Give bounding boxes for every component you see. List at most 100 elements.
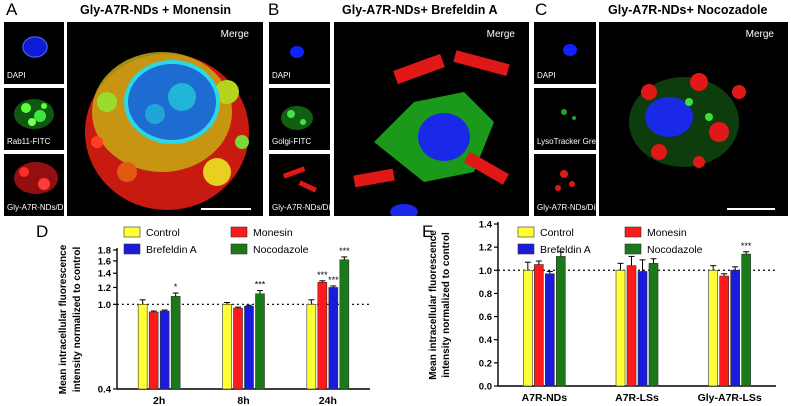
dapi-tile-c: DAPI xyxy=(534,22,596,84)
bar xyxy=(339,259,350,390)
dapi-nucleus-b xyxy=(290,46,304,58)
y-tick-label: 0.4 xyxy=(479,335,493,346)
tile-label-dapi-a: DAPI xyxy=(7,71,26,80)
significance-marker: *** xyxy=(328,275,339,285)
tile-label-did-a: Gly-A7R-NDs/DiD xyxy=(7,203,64,212)
golgi-tile-b: Golgi-FITC xyxy=(269,88,330,150)
bar xyxy=(708,269,718,387)
bar xyxy=(626,265,637,387)
legend-label: Control xyxy=(146,227,180,239)
panel-title-a: Gly-A7R-NDs + Monensin xyxy=(80,3,232,17)
tile-label-golgi-b: Golgi-FITC xyxy=(272,137,312,146)
dapi-nucleus-c xyxy=(563,44,577,56)
x-tick-label: A7R-LSs xyxy=(615,392,659,404)
bar xyxy=(730,269,740,387)
bar xyxy=(306,304,317,390)
legend-label: Monesin xyxy=(253,227,293,239)
tile-label-rab11-a: Rab11-FITC xyxy=(7,137,51,146)
chart-d: Mean intracellular fluorescence intensity… xyxy=(58,226,370,406)
y-tick-label: 1.4 xyxy=(479,220,493,231)
bar xyxy=(637,271,648,387)
y-tick-label: 1.4 xyxy=(98,269,112,280)
bar xyxy=(159,310,170,390)
bar xyxy=(741,253,751,387)
tile-label-dapi-b: DAPI xyxy=(272,71,291,80)
merge-image-c: Merge xyxy=(599,22,788,216)
panel-title-c: Gly-A7R-NDs+ Nocozadole xyxy=(608,3,768,17)
significance-marker: *** xyxy=(339,246,350,256)
did-signal-a xyxy=(14,162,58,194)
y-tick-label: 1.0 xyxy=(98,300,111,311)
merge-label-c: Merge xyxy=(745,29,774,40)
panel-letter-e: E xyxy=(422,222,434,241)
x-tick-label: 8h xyxy=(237,395,249,406)
y-axis-label-line2: intensity normalized to control xyxy=(441,232,452,378)
panel-letter-d: D xyxy=(36,222,49,241)
did-tile-a: Gly-A7R-NDs/DiD xyxy=(4,154,64,216)
y-axis-label-line2: intensity normalized to control xyxy=(72,247,83,393)
y-axis-label-line1: Mean intracellular fluorescence xyxy=(58,244,69,394)
bar xyxy=(244,305,254,390)
merge-cell-b xyxy=(353,50,510,216)
did-signal-c xyxy=(555,170,575,191)
panel-letter-c: C xyxy=(535,0,548,19)
bar xyxy=(523,269,533,387)
panel-letter-a: A xyxy=(6,0,18,19)
legend-swatch xyxy=(624,243,642,255)
y-tick-label: 0.8 xyxy=(479,289,492,300)
lysotracker-tile-c: LysoTracker Green xyxy=(534,88,596,150)
tile-label-did-b: Gly-A7R-NDs/DiD xyxy=(272,203,330,212)
bar xyxy=(615,269,626,387)
y-tick-label: 0.6 xyxy=(479,312,492,323)
legend-swatch xyxy=(517,243,535,255)
legend-label: Brefeldin A xyxy=(540,244,591,256)
legend-swatch xyxy=(517,226,535,238)
significance-marker: *** xyxy=(741,241,752,251)
bar xyxy=(222,304,232,390)
panel-title-b: Gly-A7R-NDs+ Brefeldin A xyxy=(342,3,498,17)
bar xyxy=(317,281,328,390)
legend-label: Brefeldin A xyxy=(146,244,197,256)
bar xyxy=(255,293,265,390)
bar xyxy=(148,311,159,390)
x-tick-label: 2h xyxy=(153,395,165,406)
chart-e: Mean intracellular fluorescence intensity… xyxy=(428,220,776,404)
legend-swatch xyxy=(624,226,642,238)
merge-label-b: Merge xyxy=(486,29,515,40)
bar xyxy=(719,275,729,387)
legend-swatch xyxy=(123,226,141,238)
tile-label-lysotracker-c: LysoTracker Green xyxy=(537,137,596,146)
bar xyxy=(556,256,566,387)
merge-image-a: Merge xyxy=(67,22,263,216)
y-tick-label: 1.8 xyxy=(98,246,111,257)
x-tick-label: A7R-NDs xyxy=(522,392,568,404)
legend-label: Control xyxy=(540,227,574,239)
y-tick-label: 1.2 xyxy=(98,283,111,294)
y-tick-label: 0.2 xyxy=(479,358,492,369)
y-axis-label-line1: Mean intracellular fluorescence xyxy=(428,230,439,380)
bar xyxy=(170,296,181,390)
y-tick-label: 0.4 xyxy=(98,385,112,396)
dapi-tile-b: DAPI xyxy=(269,22,330,84)
did-tile-c: Gly-A7R-NDs/DiD xyxy=(534,154,596,216)
golgi-signal-b xyxy=(281,106,313,130)
did-signal-b xyxy=(282,166,318,193)
bar xyxy=(328,287,339,390)
significance-marker: *** xyxy=(255,280,266,290)
legend-label: Monesin xyxy=(647,227,687,239)
tile-label-did-c: Gly-A7R-NDs/DiD xyxy=(537,203,596,212)
bar xyxy=(233,307,243,390)
dapi-tile-a: DAPI xyxy=(4,22,64,84)
x-tick-label: Gly-A7R-LSs xyxy=(698,392,762,404)
significance-marker: * xyxy=(174,282,178,292)
bar xyxy=(545,273,555,387)
y-tick-label: 1.0 xyxy=(479,266,492,277)
legend-swatch xyxy=(230,226,248,238)
scale-bar-a xyxy=(201,208,251,210)
merge-cell-c xyxy=(629,73,746,168)
y-tick-label: 1.6 xyxy=(98,256,111,267)
legend-label: Nocodazole xyxy=(647,244,703,256)
significance-marker: *** xyxy=(317,270,328,280)
lysotracker-signal-c xyxy=(561,109,576,120)
legend-label: Nocodazole xyxy=(253,244,309,256)
